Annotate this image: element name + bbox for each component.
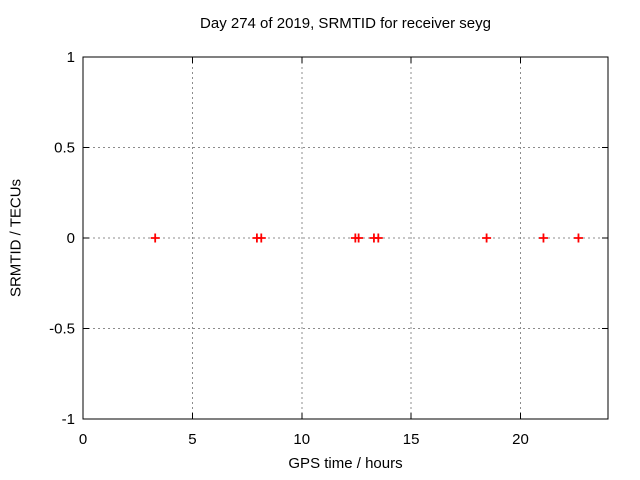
x-axis-label: GPS time / hours bbox=[288, 455, 403, 472]
x-tick-label: 15 bbox=[403, 431, 420, 448]
data-point-marker bbox=[538, 233, 548, 243]
data-point-marker bbox=[573, 233, 583, 243]
y-tick-label: 1 bbox=[67, 49, 75, 66]
y-tick-label: 0.5 bbox=[54, 140, 75, 157]
data-point-marker bbox=[150, 233, 160, 243]
y-tick-label: -1 bbox=[62, 411, 75, 428]
plot-border bbox=[82, 56, 609, 420]
x-tick-label: 0 bbox=[79, 431, 87, 448]
x-tick-label: 5 bbox=[188, 431, 196, 448]
y-axis-label: SRMTID / TECUs bbox=[7, 178, 25, 298]
data-point-marker bbox=[256, 233, 266, 243]
data-point-marker bbox=[482, 233, 492, 243]
data-point-marker bbox=[373, 233, 383, 243]
x-tick-label: 10 bbox=[293, 431, 310, 448]
x-tick-label: 20 bbox=[512, 431, 529, 448]
chart-title: Day 274 of 2019, SRMTID for receiver sey… bbox=[200, 15, 491, 32]
y-tick-label: -0.5 bbox=[49, 321, 75, 338]
data-point-marker bbox=[354, 233, 364, 243]
y-tick-label: 0 bbox=[67, 230, 75, 247]
